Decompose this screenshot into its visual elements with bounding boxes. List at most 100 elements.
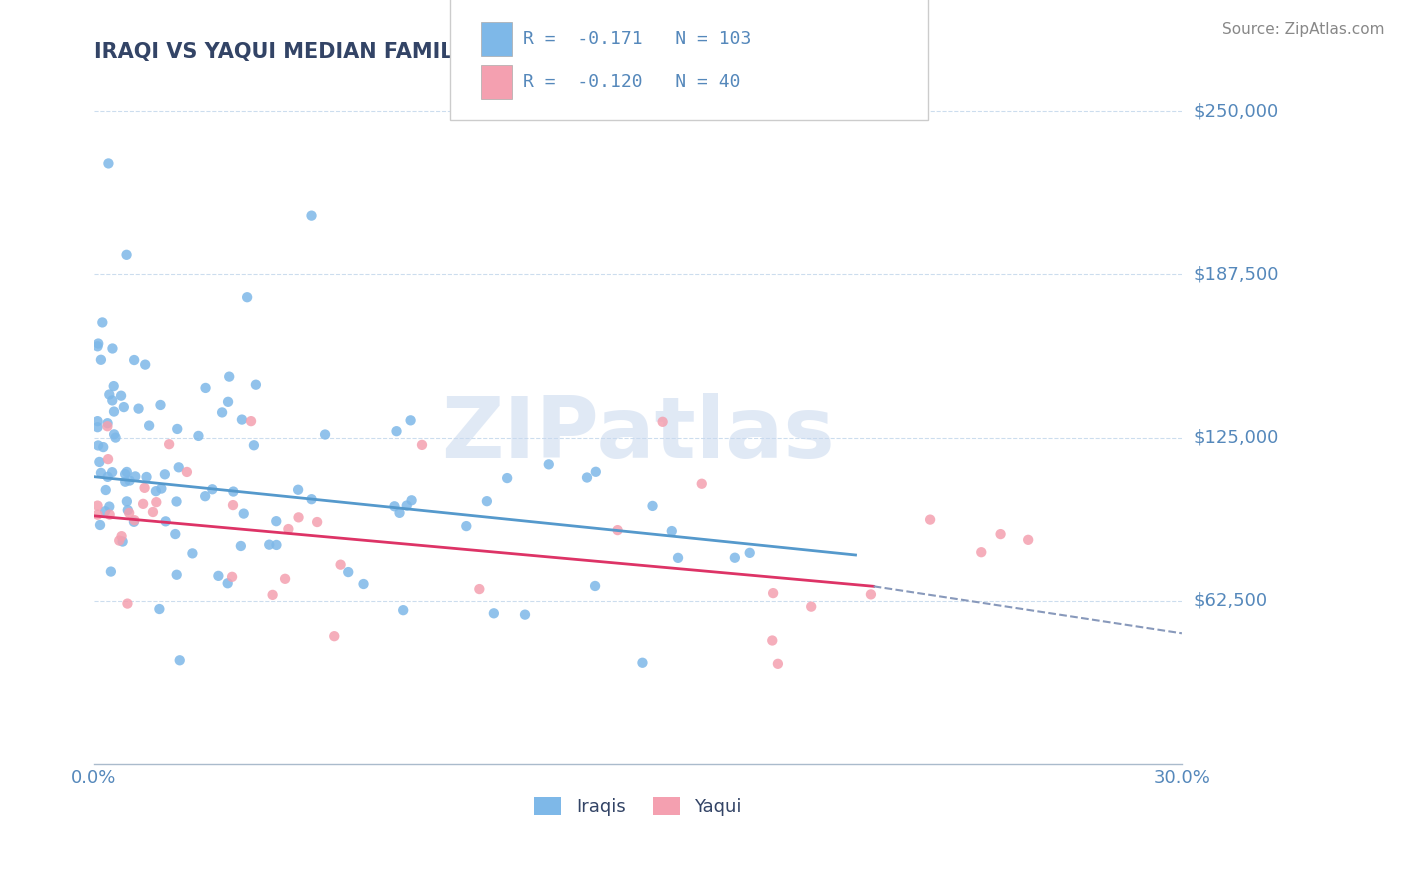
Point	[243, 438, 266, 452]
Point	[384, 500, 406, 514]
Point	[132, 497, 155, 511]
Point	[142, 505, 165, 519]
Point	[124, 513, 146, 527]
Point	[231, 412, 253, 426]
Point	[266, 538, 288, 552]
Point	[211, 405, 233, 419]
Point	[86, 508, 108, 522]
Point	[97, 470, 120, 484]
Point	[103, 404, 125, 418]
Point	[401, 493, 423, 508]
Point	[98, 387, 121, 401]
Point	[245, 377, 267, 392]
Point	[859, 587, 882, 601]
Point	[606, 523, 628, 537]
Point	[395, 499, 418, 513]
Point	[583, 579, 606, 593]
Point	[240, 414, 263, 428]
Text: IRAQI VS YAQUI MEDIAN FAMILY INCOME CORRELATION CHART: IRAQI VS YAQUI MEDIAN FAMILY INCOME CORR…	[94, 42, 821, 62]
Point	[287, 510, 309, 524]
Point	[222, 484, 245, 499]
Point	[307, 515, 329, 529]
Point	[388, 506, 411, 520]
Point	[631, 656, 654, 670]
Point	[970, 545, 993, 559]
Point	[112, 400, 135, 414]
Point	[221, 570, 243, 584]
Point	[166, 567, 188, 582]
Point	[468, 582, 491, 596]
Point	[86, 420, 108, 434]
Point	[385, 424, 408, 438]
Point	[232, 507, 254, 521]
Point	[762, 586, 785, 600]
Point	[585, 465, 607, 479]
Point	[87, 336, 110, 351]
Text: R =  -0.171   N = 103: R = -0.171 N = 103	[523, 30, 751, 48]
Point	[392, 603, 415, 617]
Point	[100, 565, 122, 579]
Point	[94, 504, 117, 518]
Point	[314, 427, 336, 442]
Point	[150, 482, 173, 496]
Point	[103, 427, 125, 442]
Point	[115, 465, 138, 479]
Point	[201, 483, 224, 497]
Point	[97, 452, 120, 467]
Point	[800, 599, 823, 614]
Point	[166, 422, 188, 436]
Point	[207, 569, 229, 583]
Point	[97, 156, 120, 170]
Point	[115, 494, 138, 508]
Point	[766, 657, 789, 671]
Point	[496, 471, 519, 485]
Point	[101, 342, 124, 356]
Point	[149, 398, 172, 412]
Point	[138, 418, 160, 433]
Point	[122, 353, 145, 368]
Point	[169, 653, 191, 667]
Point	[690, 476, 713, 491]
Point	[229, 539, 252, 553]
Point	[155, 514, 177, 528]
Point	[323, 629, 346, 643]
Point	[217, 394, 239, 409]
Point	[194, 381, 217, 395]
Point	[761, 633, 783, 648]
Point	[111, 534, 134, 549]
Point	[118, 506, 141, 520]
Point	[262, 588, 284, 602]
Point	[89, 455, 111, 469]
Point	[98, 508, 121, 522]
Point	[264, 514, 287, 528]
Point	[104, 431, 127, 445]
Point	[575, 470, 598, 484]
Point	[118, 474, 141, 488]
Point	[738, 546, 761, 560]
Point	[90, 352, 112, 367]
Text: $62,500: $62,500	[1194, 591, 1267, 609]
Point	[89, 518, 111, 533]
Point	[641, 499, 664, 513]
Point	[287, 483, 309, 497]
Point	[98, 500, 121, 514]
Text: $187,500: $187,500	[1194, 266, 1278, 284]
Point	[145, 495, 167, 509]
Point	[86, 414, 108, 428]
Point	[301, 492, 323, 507]
Point	[257, 538, 280, 552]
Point	[222, 498, 245, 512]
Point	[166, 494, 188, 508]
Legend: Iraqis, Yaqui: Iraqis, Yaqui	[527, 789, 749, 823]
Point	[148, 602, 170, 616]
Point	[122, 515, 145, 529]
Point	[114, 467, 136, 482]
Point	[724, 550, 747, 565]
Point	[114, 475, 136, 489]
Point	[329, 558, 352, 572]
Point	[94, 483, 117, 497]
Point	[920, 513, 942, 527]
Point	[90, 466, 112, 480]
Point	[537, 458, 560, 472]
Point	[456, 519, 478, 533]
